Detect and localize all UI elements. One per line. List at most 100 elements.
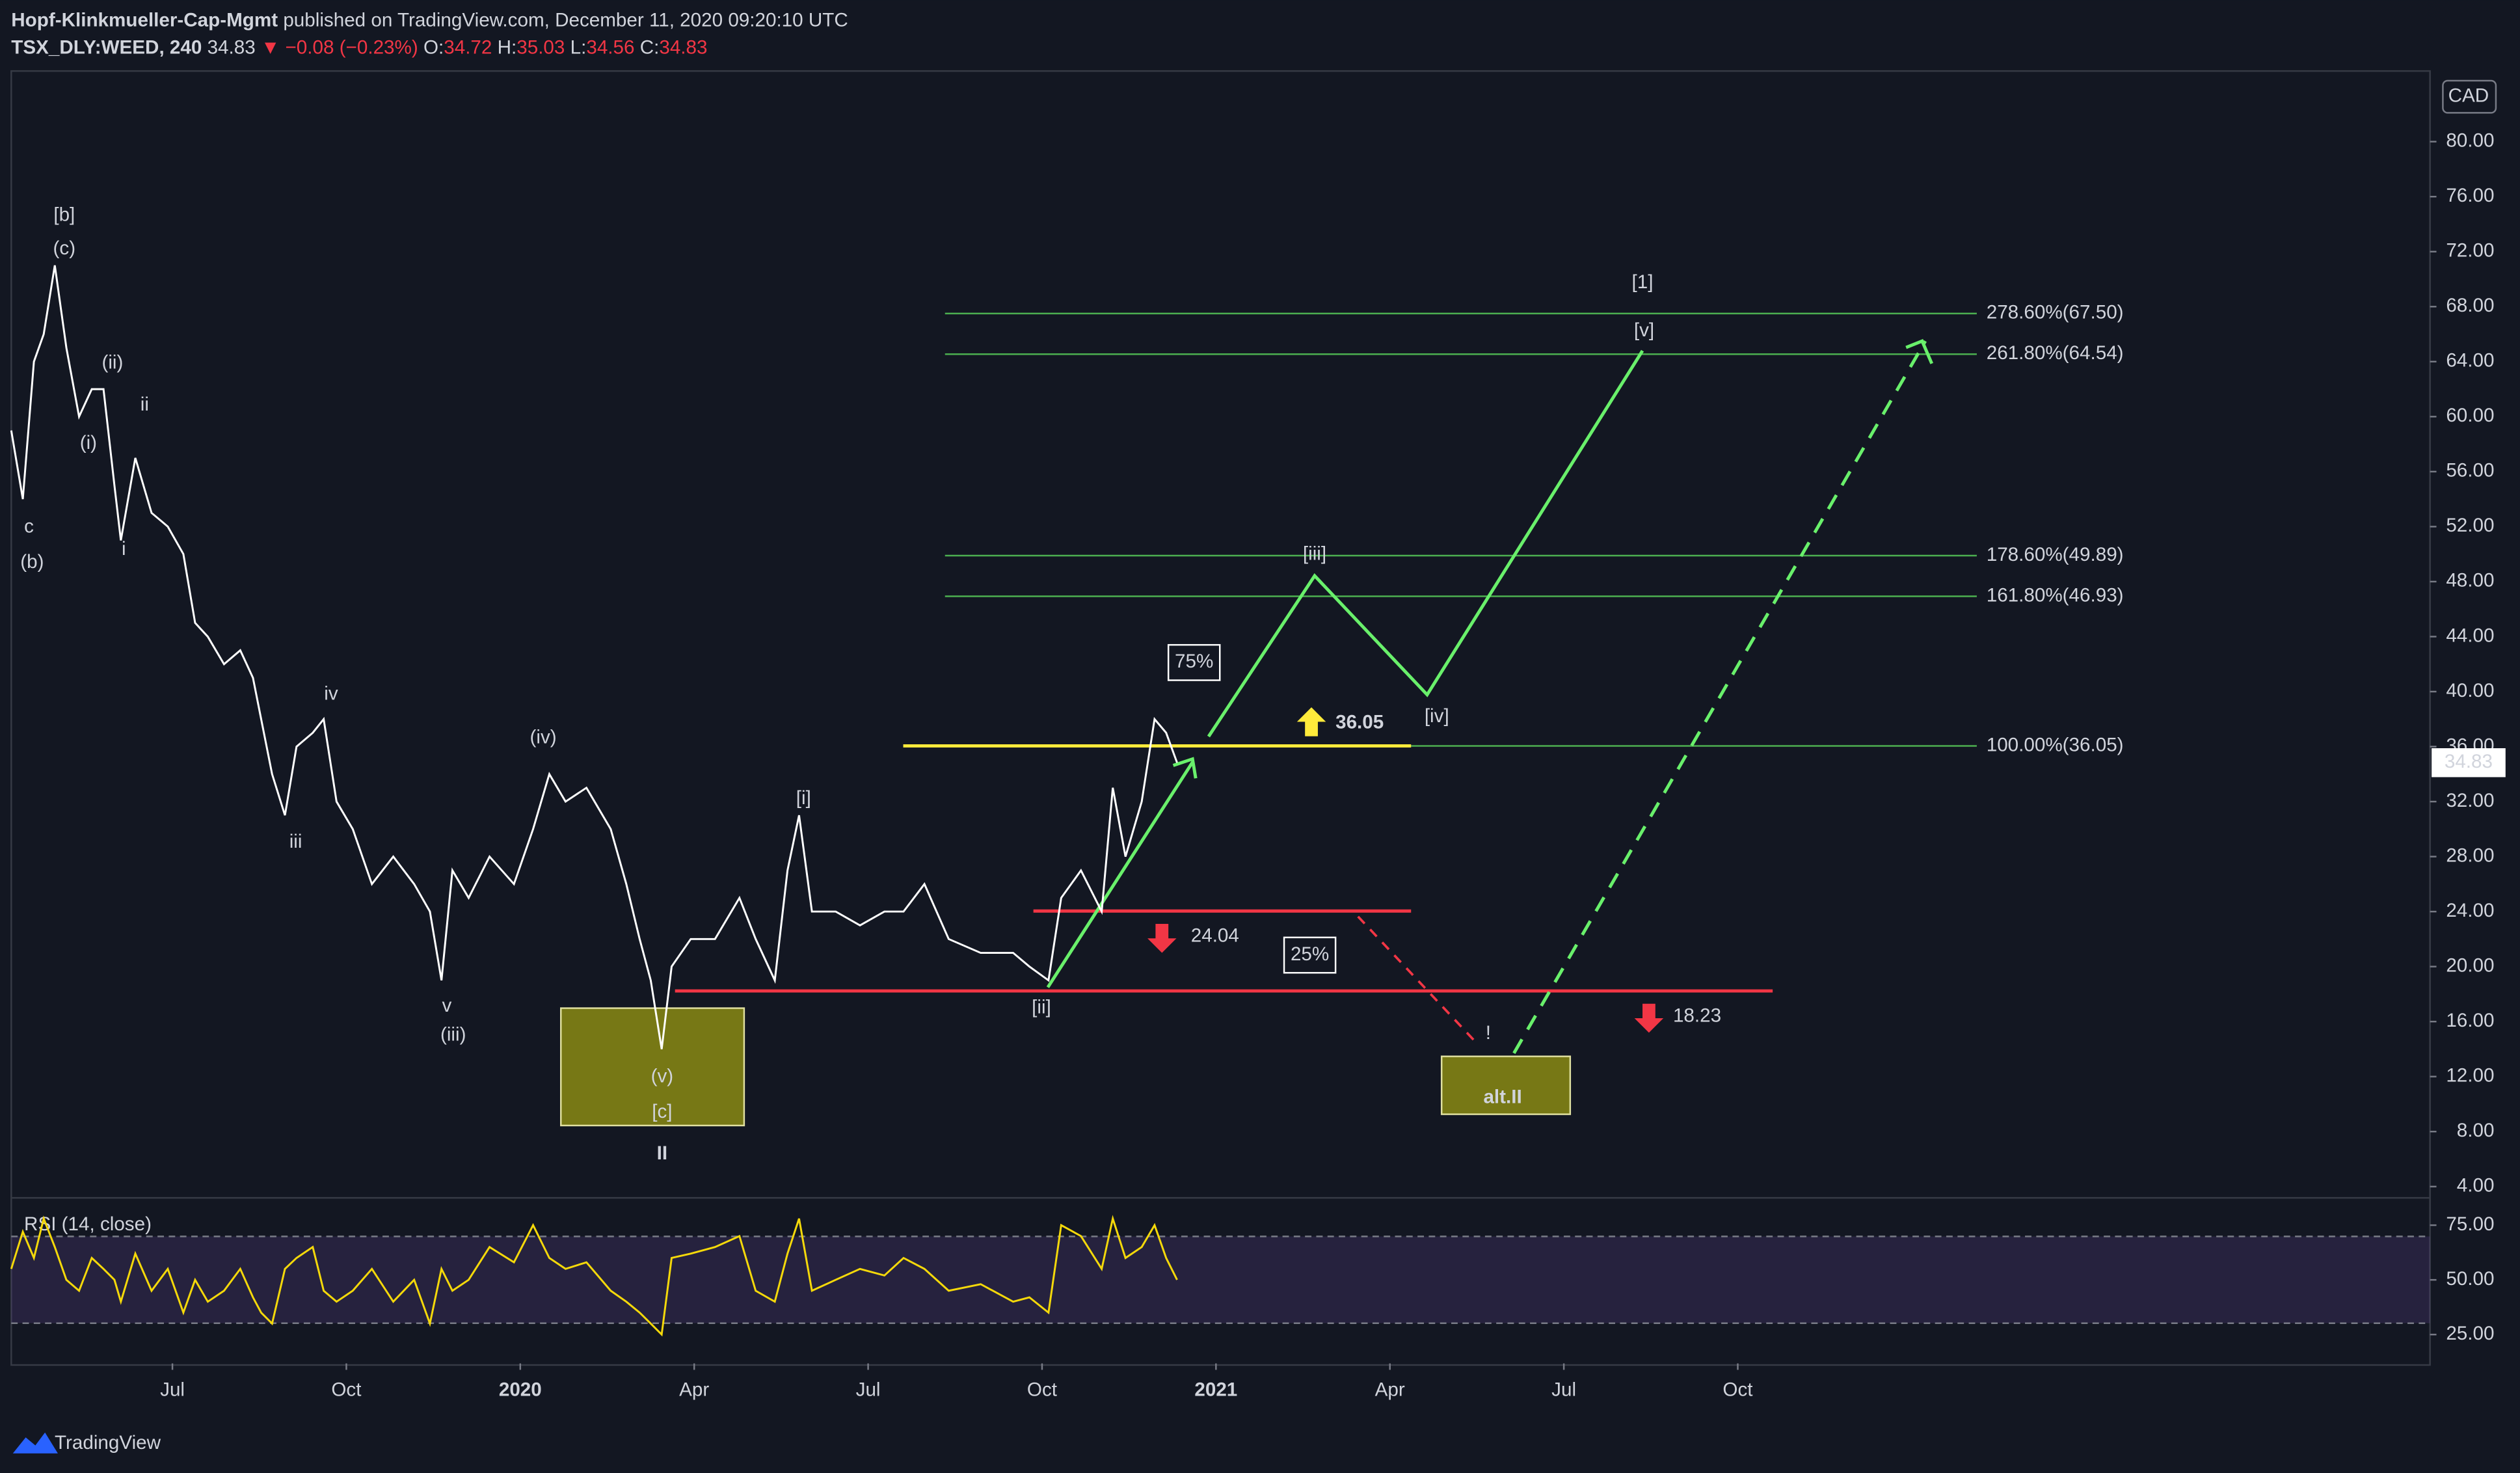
x-tick-label: Jul (160, 1379, 185, 1400)
x-tick-label: 2021 (1194, 1379, 1237, 1400)
rsi-line (10, 1215, 1178, 1337)
x-tick-label: Apr (679, 1379, 709, 1400)
rsi-band (11, 1236, 2430, 1323)
currency: CAD (2448, 85, 2489, 107)
l-key: L: (570, 36, 587, 58)
y-tick-label: 20.00 (2446, 954, 2494, 976)
published: published on TradingView.com, December 1… (283, 9, 848, 31)
wave-label: (iii) (440, 1023, 466, 1045)
x-tick-label: Oct (1027, 1379, 1058, 1400)
arrow-head (1172, 757, 1198, 779)
arrow-head (1905, 339, 1934, 364)
fib-label: 261.80%(64.54) (1987, 342, 2124, 364)
y-tick-label: 8.00 (2457, 1120, 2495, 1141)
wave-label: i (122, 538, 126, 560)
wave-label: ! (1486, 1022, 1491, 1044)
alt-box (1440, 1055, 1572, 1115)
ticker-line: TSX_DLY:WEED, 240 34.83 ▼ −0.08 (−0.23%)… (11, 36, 707, 58)
header-line: Hopf-Klinkmueller-Cap-Mgmt published on … (11, 9, 848, 31)
last-price: 34.83 (2445, 751, 2493, 772)
wave-label: [iv] (1425, 705, 1449, 727)
y-tick-label: 40.00 (2446, 680, 2494, 701)
rsi-tick-label: 50.00 (2446, 1268, 2494, 1290)
y-tick-label: 12.00 (2446, 1065, 2494, 1087)
x-tick-label: Jul (856, 1379, 881, 1400)
wave-label: [ii] (1032, 996, 1051, 1018)
c-val: 34.83 (659, 36, 707, 58)
y-tick-label: 32.00 (2446, 790, 2494, 811)
y-tick-label: 28.00 (2446, 845, 2494, 866)
wave-label: c (24, 516, 34, 537)
brand: TradingView (55, 1432, 161, 1453)
wave-label: II (657, 1142, 667, 1164)
x-tick-label: Apr (1375, 1379, 1405, 1400)
alt-path-down (1357, 915, 1480, 1046)
prob-label: 75% (1175, 651, 1213, 672)
x-tick-label: Jul (1551, 1379, 1576, 1400)
target-arrow (1634, 1003, 1664, 1033)
h-val: 35.03 (516, 36, 565, 58)
wave-label: (i) (80, 432, 97, 453)
last-price-tag (2432, 748, 2506, 777)
y-tick-label: 80.00 (2446, 130, 2494, 152)
o-val: 34.72 (444, 36, 492, 58)
prob-box (1167, 643, 1221, 681)
y-tick-label: 24.00 (2446, 900, 2494, 921)
y-tick-label: 72.00 (2446, 240, 2494, 262)
projection (1207, 349, 1644, 738)
wave-label: [b] (53, 204, 75, 225)
prob-label: 25% (1291, 943, 1329, 965)
wave-label: iv (324, 683, 338, 705)
target-label: 18.23 (1673, 1005, 1721, 1026)
wave-label: (c) (53, 237, 76, 259)
wave-label: iii (289, 831, 302, 852)
target-arrow (1147, 924, 1177, 953)
y-tick-label: 52.00 (2446, 515, 2494, 536)
wave-label: [i] (796, 787, 811, 809)
fib-label: 278.60%(67.50) (1987, 302, 2124, 323)
y-tick-label: 64.00 (2446, 350, 2494, 372)
wave-label: [v] (1634, 319, 1654, 341)
rsi-tick-label: 25.00 (2446, 1323, 2494, 1344)
y-tick-label: 56.00 (2446, 460, 2494, 481)
wave-label: [c] (652, 1101, 672, 1122)
author: Hopf-Klinkmueller-Cap-Mgmt (11, 9, 278, 31)
target-box (560, 1007, 745, 1127)
y-tick-label: 16.00 (2446, 1010, 2494, 1031)
rsi-tick-label: 75.00 (2446, 1213, 2494, 1235)
fib-label: 161.80%(46.93) (1987, 584, 2124, 606)
x-tick-label: Oct (1722, 1379, 1753, 1400)
change: ▼ −0.08 (−0.23%) (261, 36, 418, 58)
currency-box (2442, 79, 2497, 114)
fib-label: 100.00%(36.05) (1987, 734, 2124, 755)
target-label: 36.05 (1335, 712, 1384, 733)
alt-path-up (1512, 340, 1927, 1054)
wave-label: (ii) (101, 352, 123, 373)
y-tick-label: 68.00 (2446, 295, 2494, 316)
wave-label: [iii] (1303, 543, 1326, 565)
wave-label: [1] (1632, 271, 1654, 293)
wave-label: (b) (20, 551, 44, 573)
o-key: O: (423, 36, 444, 58)
projection-arrow (1046, 761, 1194, 988)
y-tick-label: 4.00 (2457, 1175, 2495, 1196)
alt-label: alt.II (1483, 1087, 1521, 1108)
prob-box (1283, 936, 1337, 974)
y-tick-label: 44.00 (2446, 625, 2494, 646)
y-tick-label: 76.00 (2446, 185, 2494, 206)
x-tick-label: 2020 (499, 1379, 542, 1400)
wave-label: v (442, 995, 451, 1016)
wave-label: (iv) (530, 726, 557, 748)
wave-label: ii (141, 394, 149, 415)
l-val: 34.56 (586, 36, 634, 58)
c-key: C: (640, 36, 660, 58)
symbol: TSX_DLY:WEED, 240 (11, 36, 202, 58)
wave-label: (v) (651, 1066, 674, 1087)
target-label: 24.04 (1191, 925, 1239, 947)
y-tick-label: 60.00 (2446, 405, 2494, 426)
logo (12, 1432, 58, 1453)
fib-label: 178.60%(49.89) (1987, 544, 2124, 565)
